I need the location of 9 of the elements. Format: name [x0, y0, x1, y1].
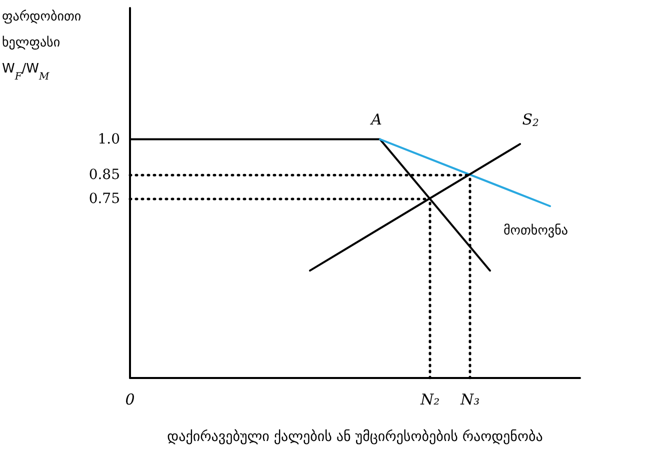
y-tick-label: 1.0 [98, 131, 120, 148]
x-tick-label: N₂ [419, 390, 440, 408]
x-tick-label: N₃ [459, 390, 480, 408]
annotation: მოთხოვნა [504, 224, 568, 239]
y-tick-label: 0.75 [88, 190, 120, 207]
x-axis-title: დაქირავებული ქალების ან უმცირესობების რაოდენობა [167, 429, 543, 445]
x-tick-label: 0 [125, 390, 136, 408]
y-tick-label: 0.85 [88, 167, 120, 184]
annotation: A [369, 110, 382, 129]
